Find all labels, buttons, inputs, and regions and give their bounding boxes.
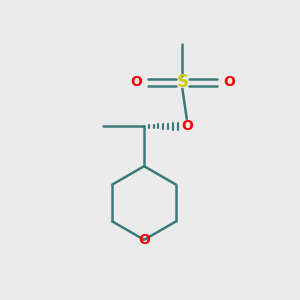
Text: S: S xyxy=(176,73,188,91)
Text: O: O xyxy=(181,119,193,134)
Text: O: O xyxy=(138,233,150,247)
Text: O: O xyxy=(130,75,142,89)
Text: O: O xyxy=(223,75,235,89)
